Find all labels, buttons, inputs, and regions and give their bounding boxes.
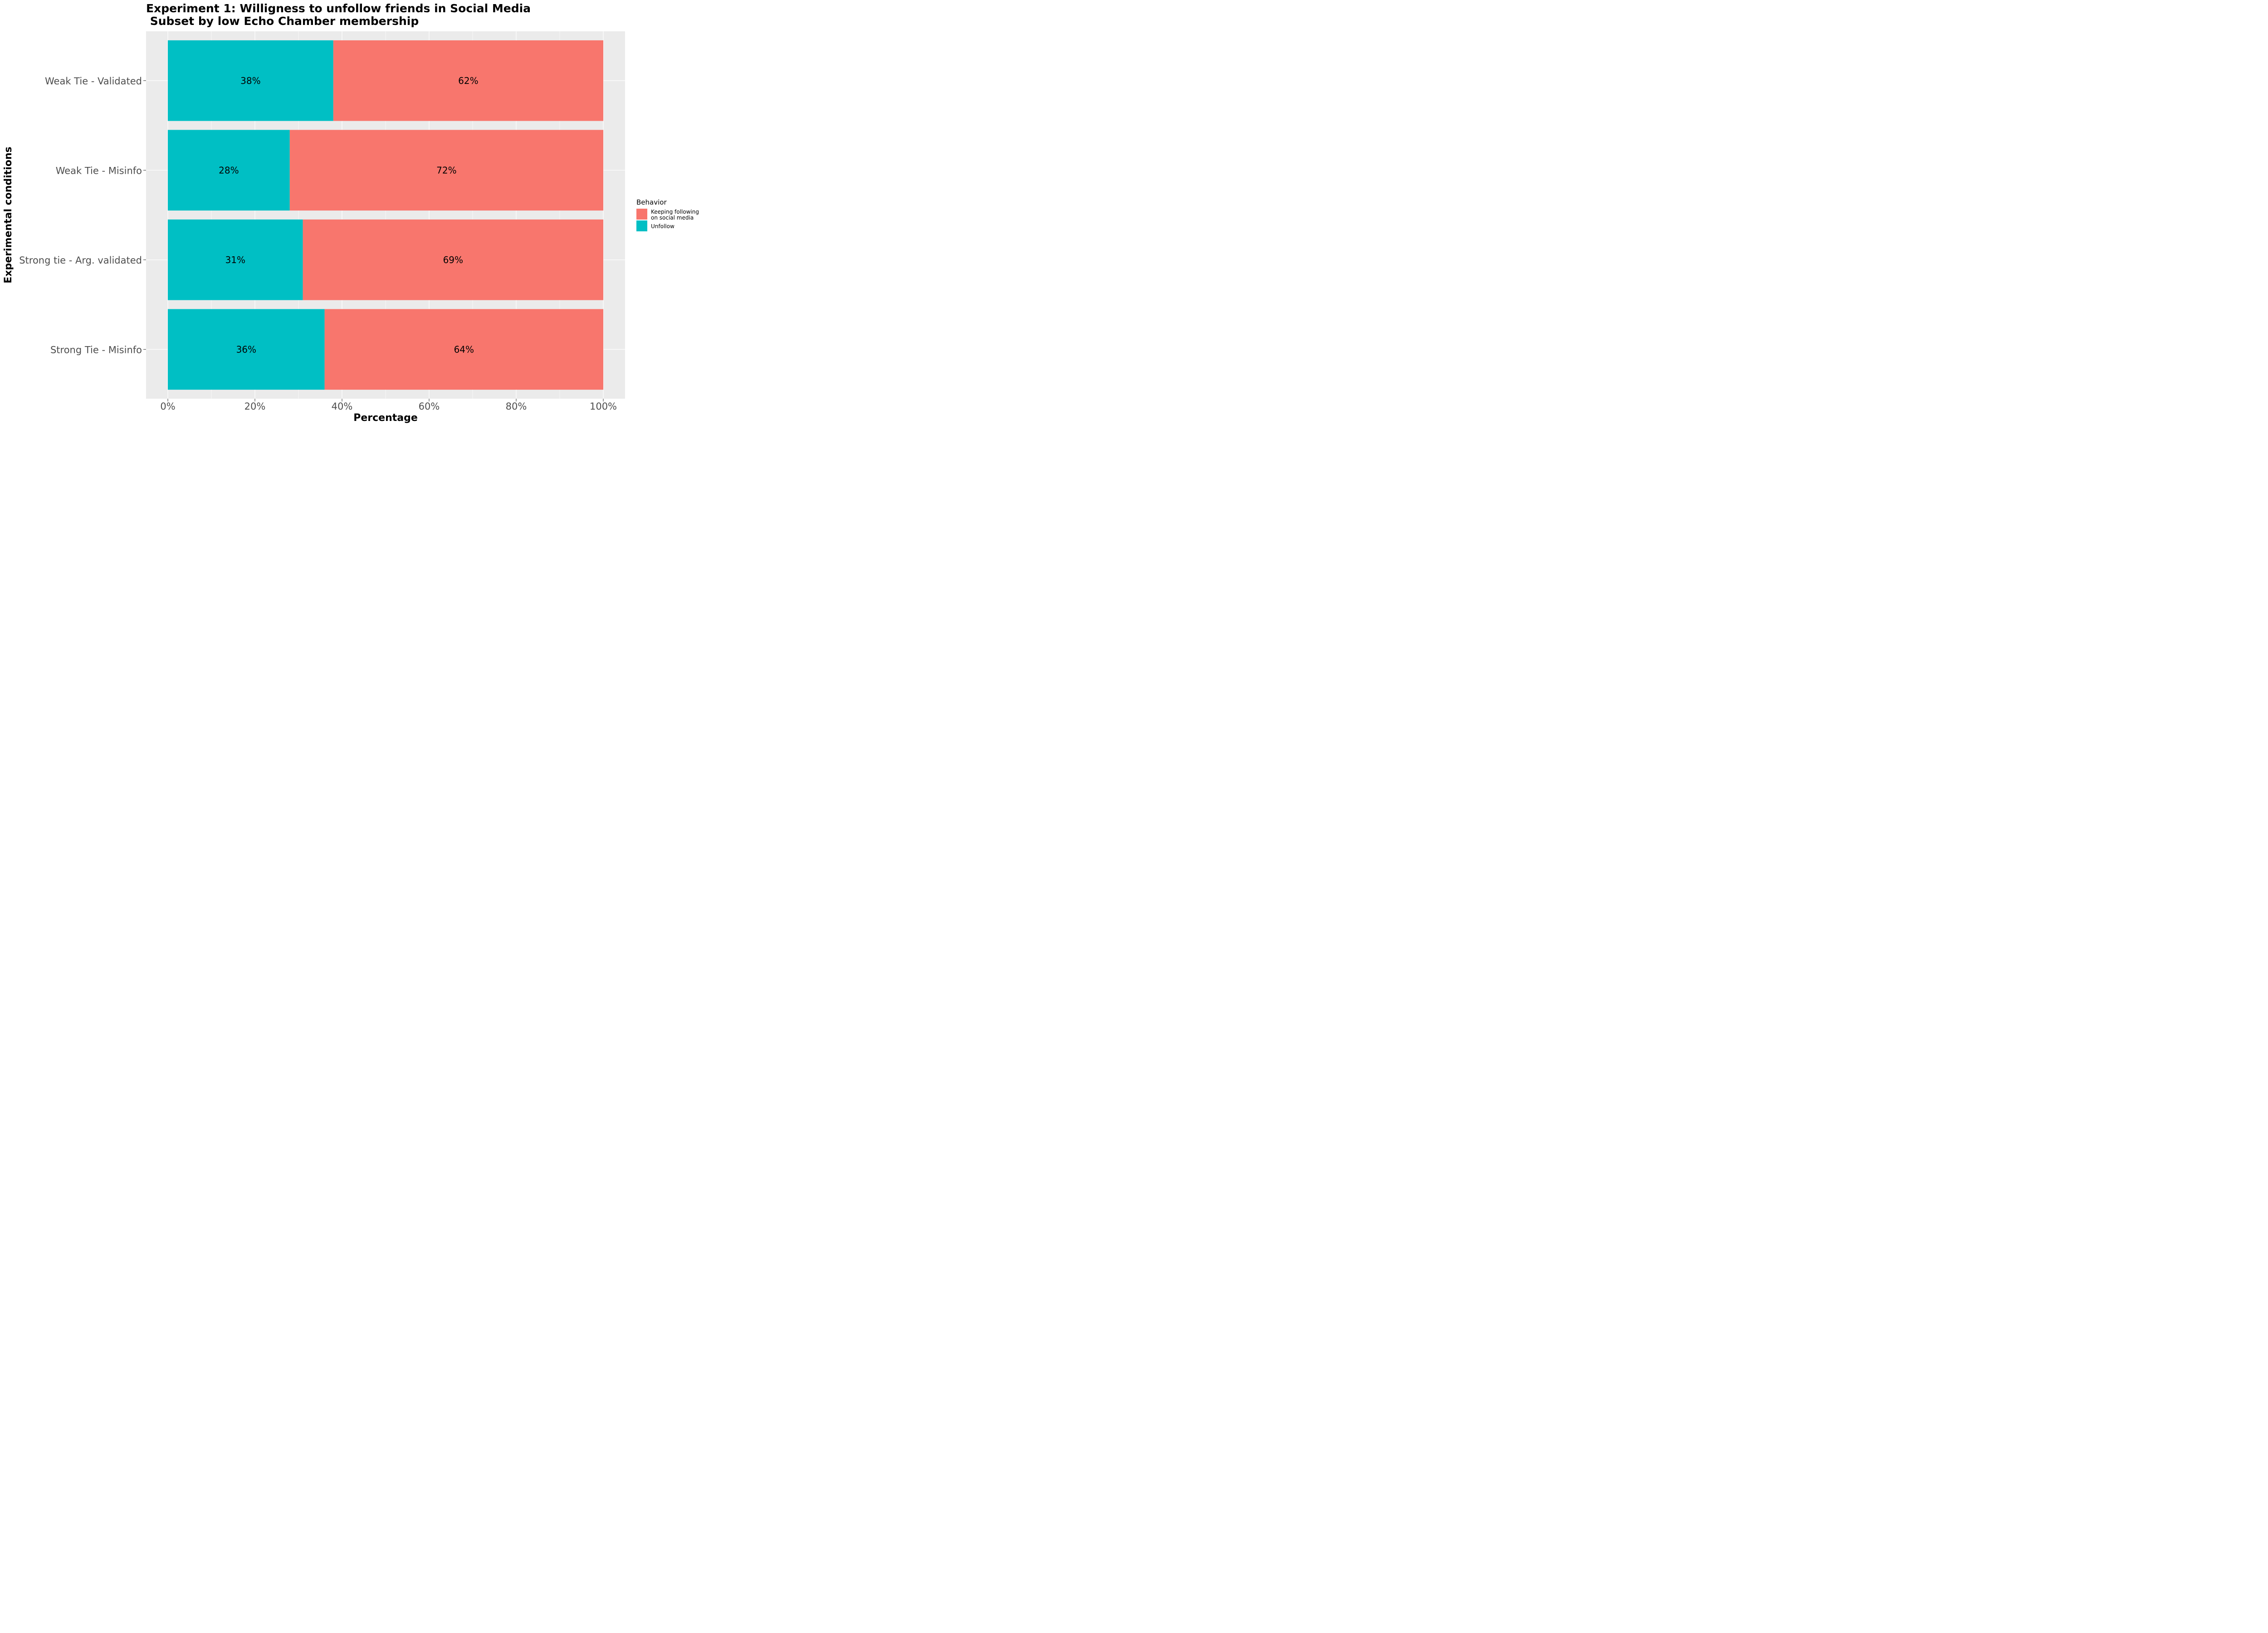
bar-segment <box>324 309 603 390</box>
chart-subtitle: Subset by low Echo Chamber membership <box>146 15 419 28</box>
chart-title: Experiment 1: Willigness to unfollow fri… <box>146 2 531 15</box>
bar-value-label: 69% <box>443 254 463 265</box>
bars <box>168 40 603 390</box>
x-tick-label: 100% <box>590 401 617 412</box>
legend-swatch <box>636 220 647 231</box>
y-tick-label: Weak Tie - Validated <box>45 76 142 87</box>
legend-swatch <box>636 209 647 220</box>
bar-value-label: 28% <box>219 165 239 176</box>
bar-value-label: 64% <box>454 344 474 355</box>
bar-segment <box>333 40 603 121</box>
bar-segment <box>168 219 303 300</box>
y-axis-title: Experimental conditions <box>3 147 14 283</box>
y-axis: Weak Tie - Validated Weak Tie - Misinfo St… <box>19 76 146 355</box>
bar-labels: 38% 62% 28% 72% 31% 69% 36% 64% <box>219 75 478 355</box>
legend-title: Behavior <box>636 198 667 206</box>
x-tick-label: 20% <box>244 401 266 412</box>
x-tick-label: 40% <box>332 401 353 412</box>
y-tick-label: Strong tie - Arg. validated <box>19 255 142 266</box>
bar-value-label: 38% <box>240 75 260 86</box>
legend-label: on social media <box>651 215 694 221</box>
bar-segment <box>303 219 603 300</box>
y-tick-label: Weak Tie - Misinfo <box>56 165 142 176</box>
x-tick-label: 0% <box>160 401 175 412</box>
legend: Behavior Keeping following on social med… <box>636 198 699 231</box>
y-tick-label: Strong Tie - Misinfo <box>50 344 142 355</box>
bar-value-label: 36% <box>236 344 256 355</box>
x-axis-title: Percentage <box>353 412 418 424</box>
x-tick-label: 80% <box>506 401 527 412</box>
bar-value-label: 72% <box>436 165 456 176</box>
legend-label: Unfollow <box>651 223 675 230</box>
bar-segment <box>289 130 603 211</box>
bar-segment <box>168 40 333 121</box>
x-axis: 0% 20% 40% 60% 80% 100% <box>160 399 617 412</box>
legend-label: Keeping following <box>651 209 699 215</box>
bar-segment <box>168 130 290 211</box>
bar-value-label: 62% <box>458 75 478 86</box>
x-tick-label: 60% <box>419 401 440 412</box>
chart: Experiment 1: Willigness to unfollow fri… <box>3 2 699 424</box>
bar-segment <box>168 309 325 390</box>
bar-value-label: 31% <box>225 254 245 265</box>
